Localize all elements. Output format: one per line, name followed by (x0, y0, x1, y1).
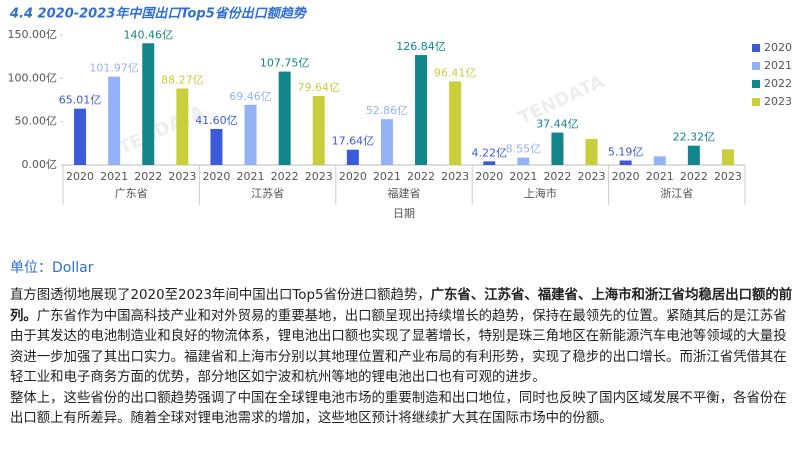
value-label: 37.44亿 (536, 118, 579, 131)
bar (380, 119, 393, 165)
value-label: 65.01亿 (59, 94, 102, 107)
bar (346, 149, 359, 165)
x-tick-label: 2023 (168, 170, 196, 183)
bar (585, 139, 598, 165)
y-tick-label: 100.00亿 (8, 71, 58, 84)
body-text: 直方图透彻地展现了2020至2023年间中国出口Top5省份进口额趋势，广东省、… (10, 286, 796, 430)
legend-label: 2021 (764, 59, 792, 72)
legend-swatch (752, 62, 760, 70)
legend-swatch (752, 44, 760, 52)
category-label: 福建省 (388, 186, 421, 200)
x-tick-label: 2020 (612, 170, 640, 183)
bar (619, 160, 632, 165)
value-label: 8.55亿 (506, 143, 542, 156)
value-label: 69.46亿 (229, 90, 272, 103)
value-label: 96.41亿 (434, 66, 477, 79)
value-label: 107.75亿 (260, 57, 310, 70)
bar (449, 81, 462, 165)
text: 广东省作为中国高科技产业和对外贸易的重要基地，出口额呈现出持续增长的趋势，保持在… (10, 308, 787, 386)
x-tick-label: 2020 (66, 170, 94, 183)
paragraph: 直方图透彻地展现了2020至2023年间中国出口Top5省份进口额趋势，广东省、… (10, 286, 796, 389)
x-tick-label: 2023 (578, 170, 606, 183)
category-label: 上海市 (524, 186, 557, 200)
bar (278, 71, 291, 165)
value-label: 79.64亿 (298, 81, 341, 94)
legend-swatch (752, 80, 760, 88)
bar (74, 108, 87, 165)
x-tick-label: 2021 (237, 170, 265, 183)
legend-swatch (752, 98, 760, 106)
x-axis-label: 日期 (393, 207, 415, 220)
x-tick-label: 2022 (543, 170, 571, 183)
value-label: 17.64亿 (332, 135, 375, 148)
legend-label: 2023 (764, 95, 792, 108)
x-tick-label: 2022 (407, 170, 435, 183)
bar (551, 132, 564, 165)
value-label: 4.22亿 (472, 146, 508, 159)
chart-title: 4.4 2020-2023年中国出口Top5省份出口额趋势 (9, 6, 308, 22)
chart: 4.4 2020-2023年中国出口Top5省份出口额趋势 日期 TENDATA… (8, 6, 793, 221)
bar (244, 104, 257, 165)
bar (483, 161, 496, 165)
bar (142, 43, 155, 165)
bar (687, 145, 700, 165)
value-label: 88.27亿 (161, 73, 204, 86)
value-label: 22.32亿 (673, 131, 716, 144)
x-tick-label: 2020 (475, 170, 503, 183)
bar (210, 128, 223, 165)
bold-text: 广东省、江苏省、福建省、上海市和浙江省均稳居出口额的前列。 (10, 288, 793, 324)
x-tick-label: 2023 (441, 170, 469, 183)
legend-label: 2022 (764, 77, 792, 90)
bar (176, 88, 189, 165)
category-label: 江苏省 (251, 187, 284, 200)
x-tick-label: 2023 (305, 170, 333, 183)
x-tick-label: 2022 (271, 170, 299, 183)
value-label: 5.19亿 (608, 146, 644, 159)
text: 直方图透彻地展现了2020至2023年间中国出口Top5省份进口额趋势， (10, 288, 431, 303)
x-tick-label: 2022 (680, 170, 708, 183)
category-label: 浙江省 (660, 187, 693, 200)
legend-label: 2020 (764, 41, 792, 54)
value-label: 41.60亿 (195, 114, 238, 127)
watermark: TENDATA (115, 101, 207, 159)
bar (721, 149, 734, 165)
x-tick-label: 2021 (100, 170, 128, 183)
x-tick-label: 2021 (509, 170, 537, 183)
y-tick-label: 150.00亿 (8, 28, 58, 41)
x-tick-label: 2021 (373, 170, 401, 183)
bar (517, 157, 530, 165)
unit: 单位：Dollar (10, 260, 94, 276)
category-label: 广东省 (115, 187, 148, 200)
bar (312, 95, 325, 165)
value-label: 140.46亿 (124, 28, 174, 41)
value-label: 126.84亿 (396, 40, 446, 53)
value-label: 52.86亿 (366, 104, 409, 117)
y-tick-label: 50.00亿 (15, 115, 58, 128)
bar (108, 76, 121, 165)
x-tick-label: 2023 (714, 170, 742, 183)
x-tick-label: 2022 (134, 170, 162, 183)
value-label: 101.97亿 (89, 62, 139, 75)
paragraph: 整体上，这些省份的出口额趋势强调了中国在全球锂电池市场的重要制造和出口地位，同时… (10, 390, 787, 427)
y-tick-label: 0.00亿 (22, 158, 58, 171)
x-tick-label: 2020 (202, 170, 230, 183)
bar (415, 55, 428, 165)
bar (653, 156, 666, 165)
x-tick-label: 2021 (646, 170, 674, 183)
x-tick-label: 2020 (339, 170, 367, 183)
